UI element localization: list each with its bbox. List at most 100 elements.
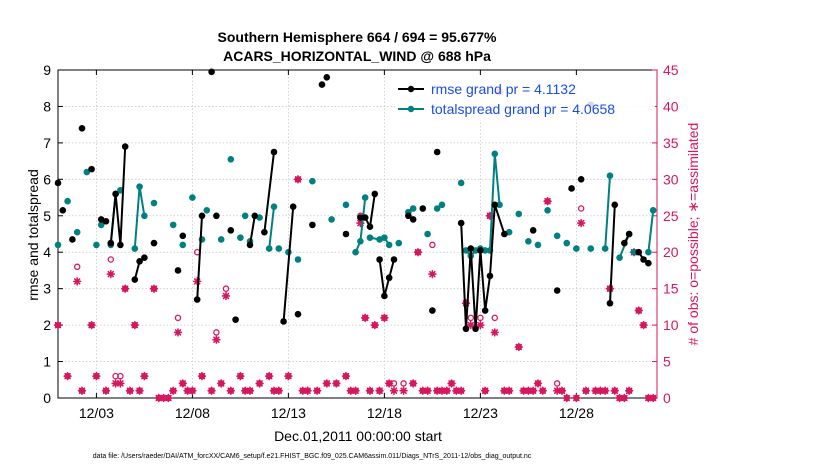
totalspread-point — [395, 239, 403, 247]
rmse-point — [357, 214, 364, 221]
rmse-point — [477, 247, 484, 254]
obs-assimilated-marker — [192, 277, 202, 286]
rmse-point — [640, 256, 647, 263]
totalspread-point — [294, 256, 302, 263]
y-tick-label-right: 35 — [663, 135, 679, 151]
y-tick-label-left: 5 — [43, 208, 51, 224]
rmse-point — [376, 256, 383, 263]
rmse-point — [112, 190, 119, 198]
totalspread-point — [587, 245, 595, 252]
obs-assimilated-marker — [164, 393, 173, 403]
obs-assimilated-marker — [485, 211, 495, 220]
totalspread-point — [438, 201, 446, 209]
obs-possible-marker — [429, 241, 436, 249]
rmse-point — [635, 248, 643, 256]
obs-assimilated-marker — [524, 386, 533, 395]
obs-assimilated-marker — [168, 386, 178, 395]
obs-assimilated-marker — [240, 386, 250, 395]
obs-assimilated-marker — [53, 320, 63, 330]
obs-assimilated-marker — [581, 386, 591, 395]
rmse-point — [409, 216, 417, 223]
rmse-point — [621, 239, 628, 247]
rmse-point — [107, 239, 115, 247]
obs-assimilated-marker — [447, 379, 456, 388]
axes: 12/03 12/08 12/13 12/18 12/23 12/280123456789… — [43, 62, 679, 421]
obs-assimilated-marker — [298, 386, 307, 395]
rmse-point — [213, 212, 220, 220]
obs-assimilated-marker — [572, 393, 581, 403]
rmse-point — [136, 258, 143, 265]
obs-assimilated-marker — [188, 386, 197, 395]
rmse-point — [467, 245, 475, 252]
y-tick-label-left: 2 — [43, 317, 51, 333]
totalspread-point — [179, 241, 187, 249]
obs-assimilated-marker — [77, 386, 87, 395]
totalspread-point — [309, 177, 316, 185]
obs-assimilated-marker — [284, 371, 293, 381]
obs-assimilated-marker — [360, 313, 370, 323]
totalspread-line — [604, 175, 611, 249]
totalspread-point — [150, 199, 158, 207]
totalspread-point — [328, 216, 335, 223]
obs-assimilated-marker — [274, 386, 283, 395]
obs-assimilated-marker — [130, 320, 139, 330]
totalspread-point — [366, 234, 374, 241]
totalspread-point — [409, 205, 417, 212]
obs-possible-marker — [400, 380, 407, 387]
y-tick-label-right: 25 — [663, 208, 679, 224]
rmse-point — [289, 203, 297, 210]
rmse-point — [405, 212, 412, 220]
obs-possible-marker — [467, 314, 475, 322]
totalspread-point — [136, 183, 143, 190]
y-tick-label-right: 30 — [663, 171, 679, 187]
rmse-point — [232, 316, 239, 323]
y-axis-label-right: # of obs: o=possible; ∗=assimilated — [685, 123, 701, 346]
obs-assimilated-marker — [351, 386, 360, 395]
totalspread-point — [352, 248, 359, 256]
totalspread-point — [93, 241, 100, 249]
obs-assimilated-marker — [212, 335, 221, 344]
x-tick-label: 12/28 — [559, 405, 594, 421]
obs-assimilated-marker — [341, 371, 351, 381]
obs-possible-marker — [553, 380, 561, 387]
obs-assimilated-marker — [634, 306, 643, 315]
rmse-point — [131, 276, 139, 283]
obs-assimilated-marker — [639, 320, 648, 330]
y-tick-label-right: 5 — [663, 354, 671, 370]
obs-assimilated-marker — [356, 218, 365, 228]
rmse-line — [109, 146, 127, 245]
obs-assimilated-marker — [173, 328, 183, 337]
rmse-point — [366, 223, 374, 231]
obs-assimilated-marker — [365, 386, 375, 395]
obs-possible-marker — [107, 256, 115, 263]
rmse-point — [193, 296, 201, 303]
obs-assimilated-marker — [106, 269, 115, 279]
obs-assimilated-marker — [92, 371, 101, 381]
y-tick-label-left: 6 — [43, 171, 51, 187]
obs-possible-marker — [222, 285, 230, 292]
rmse-point — [261, 228, 268, 236]
y-tick-label-left: 1 — [43, 354, 51, 370]
obs-assimilated-marker — [72, 277, 82, 286]
obs-assimilated-marker — [442, 386, 451, 395]
legend-rmse-label: rmse grand pr = 4.1132 — [431, 81, 576, 97]
obs-assimilated-marker — [322, 379, 331, 388]
rmse-point — [121, 143, 129, 150]
obs-assimilated-marker — [562, 393, 571, 403]
y-tick-label-right: 15 — [663, 281, 679, 297]
rmse-point — [429, 307, 436, 314]
obs-assimilated-marker — [466, 320, 475, 330]
obs-assimilated-marker — [154, 393, 163, 403]
totalspread-line — [268, 206, 275, 249]
totalspread-point — [649, 207, 657, 214]
y-tick-label-left: 8 — [43, 98, 51, 114]
rmse-line — [263, 151, 275, 233]
obs-layer — [53, 87, 658, 403]
totalspread-point — [270, 203, 278, 210]
obs-assimilated-marker — [293, 175, 303, 184]
totalspread-point — [203, 207, 211, 214]
obs-assimilated-marker — [519, 386, 528, 395]
rmse-line — [196, 215, 203, 300]
rmse-point — [568, 185, 575, 192]
obs-assimilated-marker — [456, 386, 466, 395]
